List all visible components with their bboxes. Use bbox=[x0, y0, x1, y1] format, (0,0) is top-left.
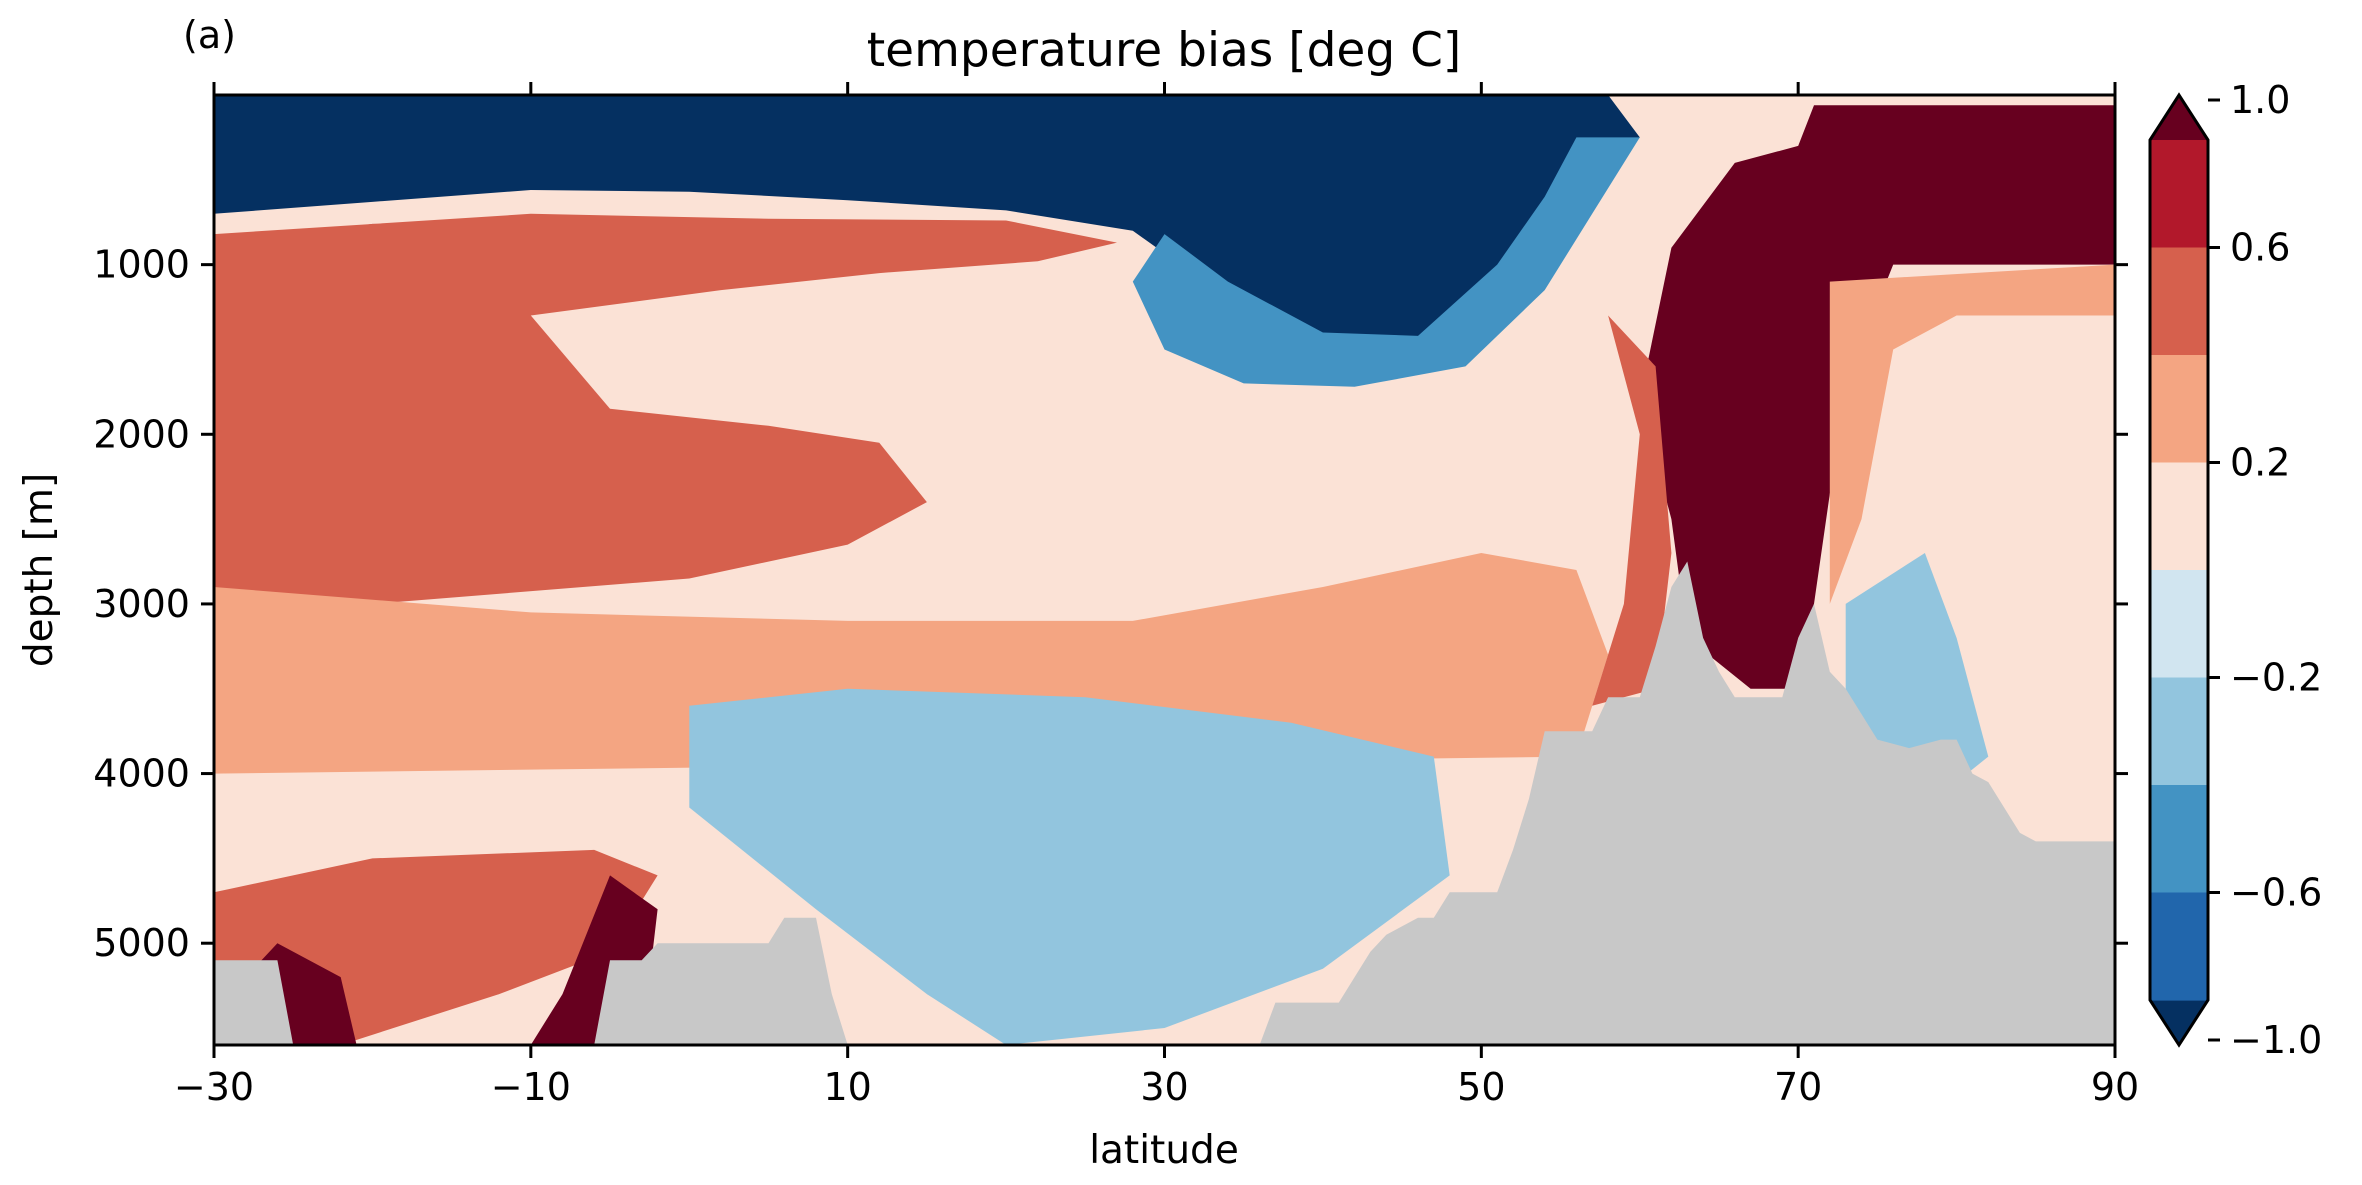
y-axis: 1000 2000 3000 4000 5000 bbox=[93, 243, 2128, 965]
bias-region-deep-cool-patch bbox=[689, 688, 1450, 1045]
colorbar-tick-label: −0.2 bbox=[2230, 656, 2322, 700]
x-axis-label: latitude bbox=[1089, 1128, 1239, 1173]
bias-region-warm-background bbox=[214, 553, 1609, 774]
bias-region-cold-rim bbox=[1132, 137, 1640, 387]
colorbar-tick-label: −1.0 bbox=[2230, 1018, 2322, 1062]
bias-region-arctic-subsurface bbox=[1829, 264, 2115, 604]
colorbar-bin bbox=[2150, 892, 2208, 1001]
bias-region-mid-ocean-warm-tongue bbox=[214, 213, 1117, 621]
x-tick-label: −30 bbox=[174, 1065, 254, 1109]
x-axis: −30 −10 10 30 50 70 90 bbox=[174, 82, 2139, 1109]
x-tick-label: 30 bbox=[1140, 1065, 1188, 1109]
colorbar-bin bbox=[2150, 570, 2208, 679]
colorbar-outline bbox=[2148, 92, 2210, 1048]
colorbar: 1.0 0.6 0.2 −0.2 −0.6 −1.0 bbox=[2148, 78, 2322, 1062]
colorbar-tick-label: 0.2 bbox=[2230, 441, 2290, 485]
bias-region-arctic-warm-edge bbox=[1592, 315, 1672, 706]
x-tick-label: 90 bbox=[2091, 1065, 2139, 1109]
bathymetry-mask bbox=[214, 561, 2115, 1045]
colorbar-bin bbox=[2150, 247, 2208, 356]
y-axis-label: depth [m] bbox=[17, 473, 62, 667]
x-tick-label: 70 bbox=[1774, 1065, 1822, 1109]
panel-label: (a) bbox=[183, 13, 236, 57]
colorbar-extend-max bbox=[2150, 95, 2208, 140]
colorbar-bin bbox=[2150, 462, 2208, 571]
colorbar-bin bbox=[2150, 785, 2208, 894]
y-tick-label: 2000 bbox=[93, 412, 190, 456]
colorbar-bin bbox=[2150, 355, 2208, 464]
y-tick-label: 3000 bbox=[93, 582, 190, 626]
x-tick-label: −10 bbox=[491, 1065, 571, 1109]
colorbar-tick-label: 0.6 bbox=[2230, 226, 2290, 270]
colorbar-tick-label: −0.6 bbox=[2230, 871, 2322, 915]
colorbar-extend-min bbox=[2150, 1000, 2208, 1045]
y-tick-label: 4000 bbox=[93, 752, 190, 796]
chart-title: temperature bias [deg C] bbox=[867, 23, 1462, 78]
colorbar-tick-label: 1.0 bbox=[2230, 78, 2290, 122]
plot-area bbox=[214, 95, 2115, 1045]
colorbar-bin bbox=[2150, 140, 2208, 249]
y-tick-label: 1000 bbox=[93, 243, 190, 287]
bias-region-arctic-warm-column bbox=[1639, 105, 2115, 689]
x-tick-label: 10 bbox=[823, 1065, 871, 1109]
y-tick-label: 5000 bbox=[93, 921, 190, 965]
bias-region-upper-ocean-cold bbox=[214, 95, 1640, 363]
x-tick-label: 50 bbox=[1457, 1065, 1505, 1109]
colorbar-bin bbox=[2150, 677, 2208, 786]
